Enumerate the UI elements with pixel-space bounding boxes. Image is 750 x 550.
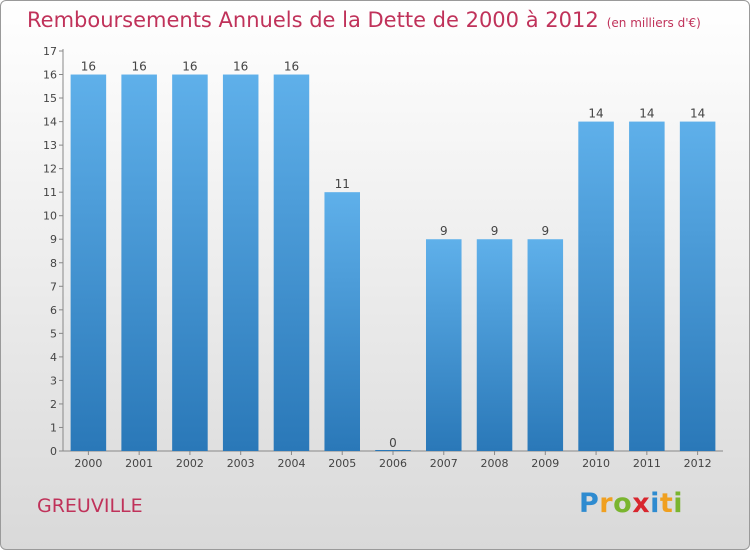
logo-letter: P (579, 488, 600, 519)
bar (679, 121, 716, 452)
bar-value-label: 0 (389, 436, 397, 450)
axes (59, 49, 723, 455)
x-tick-label: 2002 (176, 457, 204, 470)
y-tick-label: 14 (43, 116, 57, 129)
chart-title: Remboursements Annuels de la Dette de 20… (27, 8, 599, 32)
bar-value-label: 16 (81, 60, 96, 74)
unit-label: (en milliers d'€) (606, 16, 701, 30)
bar (172, 74, 208, 451)
logo-letter: r (599, 488, 614, 519)
y-tick-label: 10 (43, 210, 57, 223)
x-tick-label: 2004 (277, 457, 305, 470)
x-tick-label: 2005 (328, 457, 356, 470)
bar-value-label: 9 (440, 224, 448, 238)
x-tick-label: 2011 (633, 457, 661, 470)
y-tick-label: 1 (50, 421, 57, 434)
bar (273, 74, 310, 451)
city-name: GREUVILLE (37, 495, 143, 517)
bar-value-label: 9 (541, 224, 549, 238)
logo-letter: i (673, 488, 684, 519)
bar-value-label: 14 (690, 107, 705, 121)
y-tick-label: 4 (50, 351, 57, 364)
logo-letter: i (650, 488, 660, 519)
x-tick-label: 2008 (481, 457, 509, 470)
bar-value-label: 11 (335, 177, 350, 191)
bar-value-label: 14 (639, 107, 654, 121)
bar-value-label: 16 (182, 60, 197, 74)
y-tick-label: 9 (50, 233, 57, 246)
x-tick-label: 2007 (430, 457, 458, 470)
x-tick-label: 2001 (125, 457, 153, 470)
y-tick-label: 13 (43, 139, 57, 152)
bar (629, 121, 665, 452)
bar-value-label: 16 (132, 60, 147, 74)
x-tick-label: 2000 (74, 457, 102, 470)
bar (70, 74, 107, 451)
y-tick-label: 8 (50, 257, 57, 270)
y-tick-label: 5 (50, 327, 57, 340)
x-tick-labels: 2000 2001 2002 2003 2004 2005 2006 2007 2008 2009… (74, 457, 711, 470)
bar (324, 192, 360, 452)
bar-value-label: 16 (233, 60, 248, 74)
x-tick-label: 2012 (684, 457, 712, 470)
y-tick-label: 3 (50, 374, 57, 387)
y-tick-label: 11 (43, 186, 57, 199)
x-tick-label: 2003 (227, 457, 255, 470)
bar-value-label: 14 (588, 107, 603, 121)
bar (527, 239, 564, 451)
proxiti-logo: Proxiti (579, 488, 683, 519)
bar-value-label: 16 (284, 60, 299, 74)
logo-letter: o (613, 488, 633, 519)
bar (426, 239, 462, 451)
bar (476, 239, 513, 451)
bar-value-label: 9 (491, 224, 499, 238)
y-tick-label: 0 (50, 445, 57, 458)
logo-letter: x (632, 488, 651, 519)
y-tick-label: 17 (43, 45, 57, 58)
x-tick-label: 2010 (582, 457, 610, 470)
bar (375, 450, 411, 451)
y-tick-label: 16 (43, 69, 57, 82)
title-row: Remboursements Annuels de la Dette de 20… (27, 8, 701, 32)
y-tick-label: 6 (50, 304, 57, 317)
bar (121, 74, 157, 451)
bar-labels: 16 16 16 16 16 11 0 9 9 9 14 14 14 (81, 60, 706, 450)
y-tick-label: 12 (43, 163, 57, 176)
x-tick-label: 2009 (531, 457, 559, 470)
y-tick-label: 2 (50, 398, 57, 411)
y-tick-label: 15 (43, 92, 57, 105)
x-tick-label: 2006 (379, 457, 407, 470)
bars (70, 74, 716, 452)
y-tick-label: 7 (50, 280, 57, 293)
bar (222, 74, 259, 451)
logo-letter: t (659, 488, 674, 519)
bar (578, 121, 614, 452)
